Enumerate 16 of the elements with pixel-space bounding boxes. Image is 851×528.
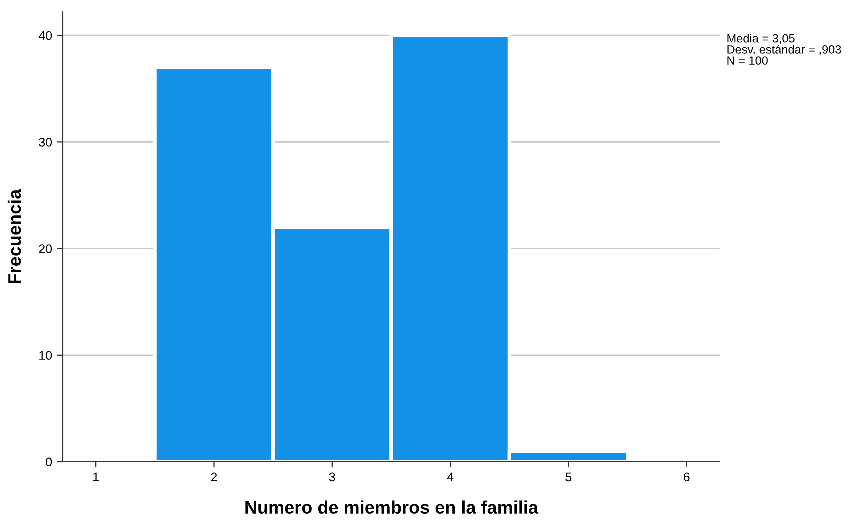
x-tick-label: 3 — [329, 472, 336, 482]
x-tick-label: 6 — [684, 472, 690, 482]
text: Desv. estándar = ,903 — [728, 45, 842, 56]
x-tick-label: 1 — [94, 472, 99, 482]
x-tick-label: 4 — [447, 472, 454, 482]
y-tick-label: 0 — [46, 458, 52, 467]
y-tick-label: 20 — [39, 244, 52, 254]
x-tick-label: 2 — [211, 472, 218, 482]
text: N = 100 — [728, 56, 768, 65]
text: Media = 3,05 — [728, 34, 795, 44]
y-axis-title: Frecuencia — [8, 189, 22, 284]
y-tick-label: 30 — [39, 138, 52, 147]
y-tick-label: 40 — [38, 31, 52, 40]
y-tick-label: 10 — [40, 351, 52, 360]
x-tick-label: 5 — [566, 472, 572, 482]
x-axis-title: Numero de miembros en la familia — [246, 500, 539, 514]
